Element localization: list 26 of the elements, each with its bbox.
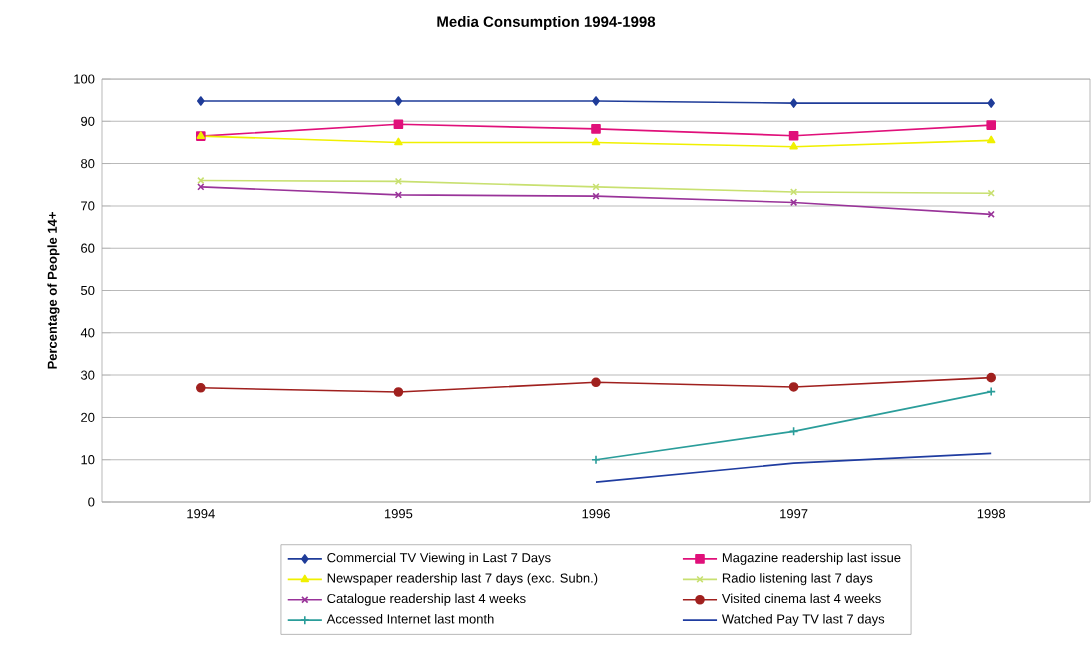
x-tick-label: 1998 — [977, 509, 1006, 519]
legend-label: Visited cinema last 4 weeks — [721, 593, 881, 604]
x-tick-label: 1997 — [780, 509, 808, 519]
y-tick-label: 20 — [81, 412, 95, 422]
y-tick-label: 40 — [80, 328, 95, 338]
y-tick-label: 100 — [74, 74, 95, 84]
y-tick-label: 70 — [81, 201, 95, 211]
x-tick-label: 1995 — [384, 509, 413, 519]
y-tick-label: 60 — [81, 243, 95, 253]
legend-label: Catalogue readership last 4 weeks — [327, 593, 526, 606]
y-tick-label: 50 — [81, 285, 95, 296]
legend-label: Magazine readership last issue — [722, 552, 901, 565]
legend-label: Radio listening last 7 days — [722, 573, 873, 586]
y-axis-title: Percentage of People 14+ — [47, 212, 60, 369]
x-tick-label: 1996 — [582, 509, 610, 519]
chart-title: Media Consumption 1994-1998 — [437, 16, 656, 30]
legend-label: Commercial TV Viewing in Last 7 Days — [327, 552, 551, 565]
legend-label: Watched Pay TV last 7 days — [721, 613, 885, 627]
y-tick-label: 30 — [80, 370, 95, 380]
x-tick-label: 1994 — [187, 509, 215, 519]
y-tick-label: 10 — [81, 455, 95, 465]
y-tick-label: 0 — [88, 497, 95, 507]
legend-label: Newspaper readership last 7 days (exc. Subn.) — [327, 573, 598, 586]
y-tick-label: 90 — [81, 116, 95, 126]
y-tick-label: 80 — [81, 159, 95, 169]
legend-label: Accessed Internet last month — [326, 613, 494, 624]
